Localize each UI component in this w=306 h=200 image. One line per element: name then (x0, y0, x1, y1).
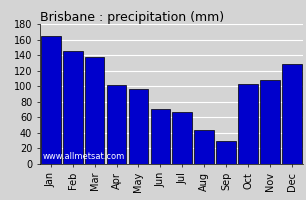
Bar (238, 84, 258, 164)
Bar (63, 51, 83, 164)
Text: Brisbane : precipitation (mm): Brisbane : precipitation (mm) (40, 11, 224, 24)
Bar (216, 141, 236, 164)
Bar (41, 36, 61, 164)
Bar (107, 85, 126, 164)
Bar (194, 130, 214, 164)
Bar (173, 112, 192, 164)
Text: www.allmetsat.com: www.allmetsat.com (43, 152, 125, 161)
Bar (282, 64, 302, 164)
Bar (85, 57, 104, 164)
Bar (129, 89, 148, 164)
Bar (151, 109, 170, 164)
Bar (260, 80, 280, 164)
